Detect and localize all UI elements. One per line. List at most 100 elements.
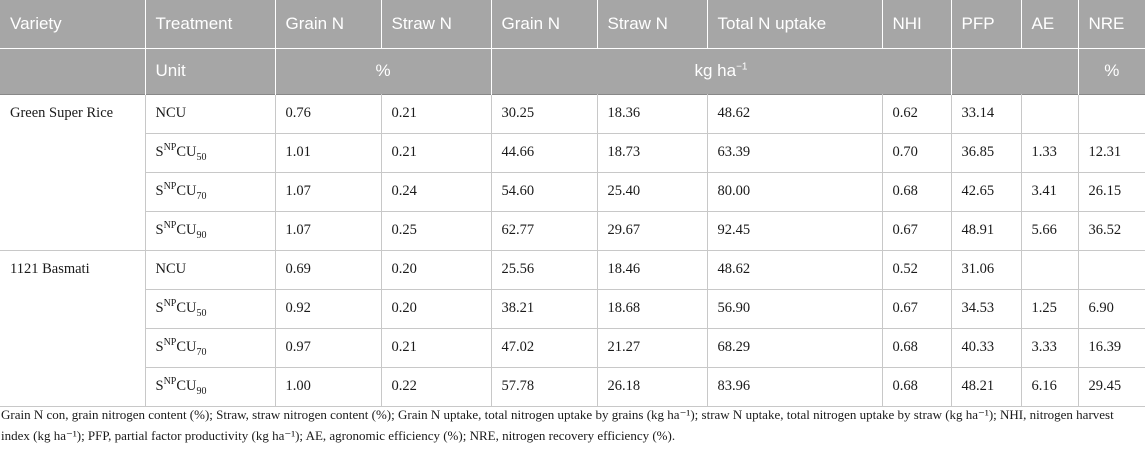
unit-percent-content: % (275, 48, 492, 94)
cell-pfp: 33.14 (951, 93, 1022, 134)
cell-ae: 1.33 (1021, 133, 1079, 173)
unit-row-blank (0, 48, 146, 94)
cell-nhi: 0.70 (882, 133, 952, 173)
cell-nre (1078, 93, 1145, 134)
treatment-cell: SNPCU70 (145, 172, 276, 212)
treatment-sub: 70 (196, 190, 207, 202)
cell-grain-n-kg: 30.25 (491, 93, 598, 134)
treatment-sup: NP (163, 298, 177, 310)
col-header-grain-n-pct: Grain N (275, 0, 382, 49)
cell-nre: 12.31 (1078, 133, 1145, 173)
cell-pfp: 48.21 (951, 367, 1022, 407)
nitrogen-uptake-table: Variety Treatment Grain N Straw N Grain … (0, 0, 1145, 407)
unit-kg-sup: −1 (736, 61, 748, 73)
cell-nhi: 0.68 (882, 172, 952, 212)
unit-kg-per-ha: kg ha−1 (491, 48, 952, 94)
cell-straw-n-pct: 0.22 (381, 367, 492, 407)
unit-row: Unit % kg ha−1 % (0, 48, 1145, 94)
table-row: 1121 Basmati NCU 0.69 0.20 25.56 18.46 48.62 0.… (0, 249, 1145, 407)
treatment-cell: SNPCU90 (145, 211, 276, 251)
col-header-ae: AE (1021, 0, 1079, 49)
treatment-sup: NP (163, 220, 177, 232)
treatment-cu: CU (176, 300, 197, 316)
cell-ae (1021, 93, 1079, 134)
treatment-s: S (155, 183, 164, 199)
cell-straw-n-kg: 18.46 (597, 249, 708, 290)
treatment-s: S (155, 144, 164, 160)
treatment-cu: CU (176, 144, 197, 160)
cell-nre: 16.39 (1078, 328, 1145, 368)
cell-total-n: 48.62 (707, 93, 883, 134)
treatment-s: S (155, 339, 164, 355)
unit-blank (951, 48, 1079, 94)
treatment-sub: 90 (196, 385, 207, 397)
table-row: SNPCU50 0.92 0.20 38.21 18.68 56.90 0.67 34.53 1… (0, 289, 1145, 329)
cell-grain-n-pct: 1.00 (275, 367, 382, 407)
table-row: SNPCU90 1.00 0.22 57.78 26.18 83.96 0.68 48.21 6… (0, 367, 1145, 407)
treatment-cell: SNPCU90 (145, 367, 276, 407)
cell-nhi: 0.67 (882, 289, 952, 329)
cell-pfp: 40.33 (951, 328, 1022, 368)
treatment-sup: NP (163, 376, 177, 388)
cell-total-n: 92.45 (707, 211, 883, 251)
variety-cell: 1121 Basmati (0, 249, 146, 407)
cell-nhi: 0.52 (882, 249, 952, 290)
cell-total-n: 63.39 (707, 133, 883, 173)
cell-straw-n-kg: 18.73 (597, 133, 708, 173)
cell-straw-n-pct: 0.24 (381, 172, 492, 212)
cell-total-n: 68.29 (707, 328, 883, 368)
col-header-grain-n-kg: Grain N (491, 0, 598, 49)
header-row: Variety Treatment Grain N Straw N Grain … (0, 0, 1145, 49)
table-row: SNPCU70 0.97 0.21 47.02 21.27 68.29 0.68 40.33 3… (0, 328, 1145, 368)
cell-ae: 3.41 (1021, 172, 1079, 212)
treatment-cu: CU (176, 339, 197, 355)
treatment-sub: 70 (196, 346, 207, 358)
col-header-nre: NRE (1078, 0, 1145, 49)
cell-straw-n-kg: 26.18 (597, 367, 708, 407)
cell-straw-n-kg: 21.27 (597, 328, 708, 368)
cell-pfp: 48.91 (951, 211, 1022, 251)
treatment-cell: NCU (145, 249, 276, 290)
cell-straw-n-pct: 0.21 (381, 93, 492, 134)
cell-grain-n-kg: 47.02 (491, 328, 598, 368)
cell-straw-n-pct: 0.21 (381, 133, 492, 173)
cell-grain-n-kg: 25.56 (491, 249, 598, 290)
cell-grain-n-pct: 1.07 (275, 172, 382, 212)
cell-pfp: 36.85 (951, 133, 1022, 173)
treatment-s: S (155, 222, 164, 238)
col-header-pfp: PFP (951, 0, 1022, 49)
treatment-cell: SNPCU50 (145, 289, 276, 329)
cell-straw-n-pct: 0.20 (381, 289, 492, 329)
cell-ae: 5.66 (1021, 211, 1079, 251)
unit-label: Unit (145, 48, 276, 94)
cell-ae: 3.33 (1021, 328, 1079, 368)
cell-ae (1021, 249, 1079, 290)
cell-grain-n-pct: 1.07 (275, 211, 382, 251)
col-header-straw-n-kg: Straw N (597, 0, 708, 49)
cell-ae: 1.25 (1021, 289, 1079, 329)
cell-grain-n-pct: 0.76 (275, 93, 382, 134)
treatment-sup: NP (163, 142, 177, 154)
treatment-cell: NCU (145, 93, 276, 134)
cell-nhi: 0.62 (882, 93, 952, 134)
col-header-treatment: Treatment (145, 0, 276, 49)
treatment-sub: 50 (196, 307, 207, 319)
cell-total-n: 56.90 (707, 289, 883, 329)
unit-percent-efficiency: % (1078, 48, 1145, 94)
treatment-cu: CU (176, 183, 197, 199)
cell-grain-n-kg: 54.60 (491, 172, 598, 212)
treatment-cell: SNPCU50 (145, 133, 276, 173)
cell-straw-n-pct: 0.25 (381, 211, 492, 251)
cell-grain-n-pct: 0.69 (275, 249, 382, 290)
cell-straw-n-pct: 0.20 (381, 249, 492, 290)
cell-pfp: 34.53 (951, 289, 1022, 329)
cell-grain-n-kg: 38.21 (491, 289, 598, 329)
col-header-total-n-uptake: Total N uptake (707, 0, 883, 49)
table-row: Green Super Rice NCU 0.76 0.21 30.25 18.36 48.… (0, 93, 1145, 251)
col-header-straw-n-pct: Straw N (381, 0, 492, 49)
cell-grain-n-pct: 0.92 (275, 289, 382, 329)
cell-nre: 29.45 (1078, 367, 1145, 407)
cell-pfp: 42.65 (951, 172, 1022, 212)
cell-grain-n-pct: 1.01 (275, 133, 382, 173)
cell-nre: 26.15 (1078, 172, 1145, 212)
